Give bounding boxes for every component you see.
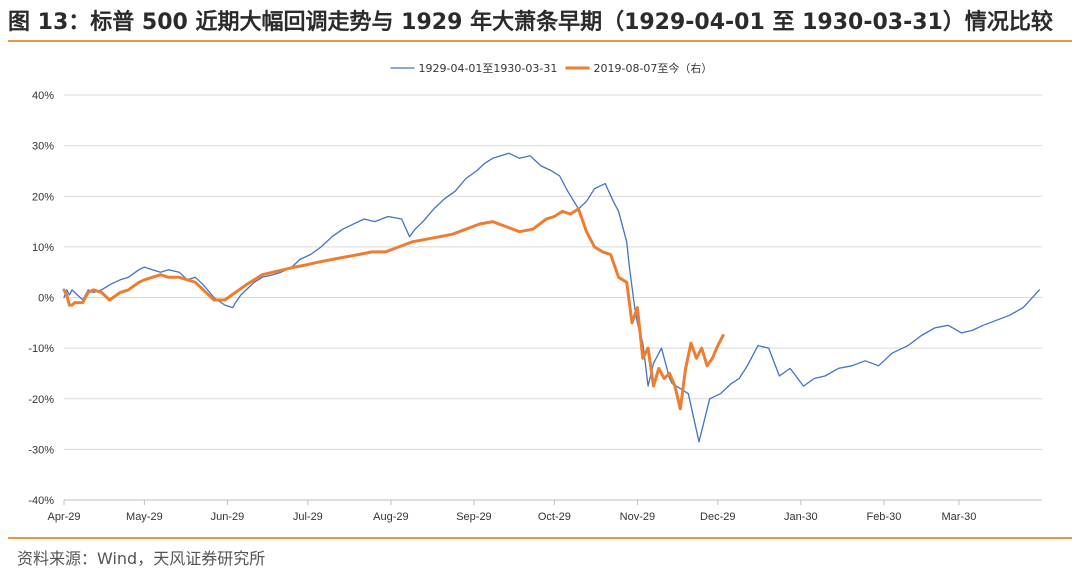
x-tick-label: Feb-30 (866, 511, 901, 523)
x-tick-label: Nov-29 (620, 511, 655, 523)
x-axis: Apr-29 May-29 Jun-29 Jul-29 Aug-29 Sep-29 Oct-… (47, 499, 1042, 523)
footer-divider (8, 537, 1072, 539)
figure-title: 图 13：标普 500 近期大幅回调走势与 1929 年大萧条早期（1929-0… (8, 10, 1053, 35)
y-tick-label: 20% (32, 191, 54, 203)
y-tick-label: 0% (38, 293, 54, 305)
x-tick-label: Sep-29 (456, 511, 491, 523)
y-tick-label: -20% (28, 394, 54, 406)
series-line-1 (63, 152, 1040, 443)
source-note: 资料来源：Wind，天风证券研究所 (17, 549, 266, 568)
y-tick-label: 10% (32, 242, 54, 254)
x-tick-label: Jun-29 (211, 511, 245, 523)
series-lines (62, 152, 1040, 443)
gridlines (64, 94, 1042, 501)
x-tick-label: Jul-29 (293, 511, 323, 523)
x-tick-label: May-29 (126, 511, 163, 523)
y-axis: 40% 30% 20% 10% 0% -10% -20% -30% -40% (28, 90, 54, 507)
x-tick-label: Dec-29 (700, 511, 735, 523)
x-tick-label: Apr-29 (47, 511, 80, 523)
title-divider (8, 40, 1072, 42)
x-tick-label: Oct-29 (538, 511, 571, 523)
legend-label-2: 2019-08-07至今（右） (594, 61, 713, 75)
x-tick-label: Mar-30 (942, 511, 977, 523)
x-tick-label: Aug-29 (373, 511, 408, 523)
y-tick-label: 30% (32, 141, 54, 153)
x-tick-label: Jan-30 (784, 511, 818, 523)
y-tick-label: -10% (28, 343, 54, 355)
legend-label-1: 1929-04-01至1930-03-31 (419, 62, 558, 75)
series-line-2 (62, 207, 725, 411)
y-tick-label: 40% (32, 90, 54, 102)
y-tick-label: -30% (28, 444, 54, 456)
legend: 1929-04-01至1930-03-31 2019-08-07至今（右） (390, 61, 713, 75)
y-tick-label: -40% (28, 495, 54, 507)
